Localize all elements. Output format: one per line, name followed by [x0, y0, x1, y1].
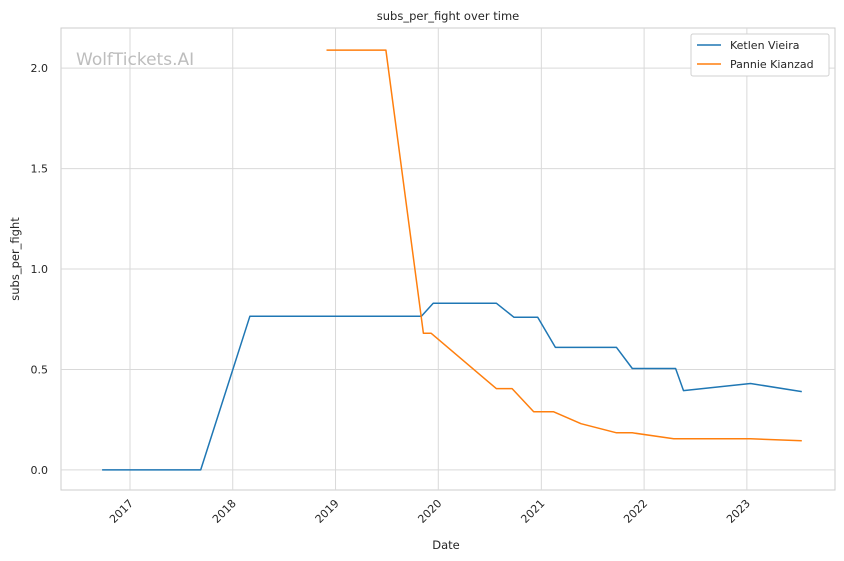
plot-area: [60, 27, 836, 491]
watermark: WolfTickets.AI: [76, 50, 194, 70]
y-tick-label-1.0: 1.0: [31, 263, 49, 276]
x-tick-label-2020: 2020: [415, 497, 444, 526]
series-lines: [102, 49, 802, 471]
y-tick-label-1.5: 1.5: [31, 163, 49, 176]
y-axis-title: subs_per_fight: [8, 217, 22, 301]
y-tick-label-0.0: 0.0: [31, 464, 49, 477]
legend-label-ketlen-vieira: Ketlen Vieira: [730, 39, 799, 52]
series-line-ketlen-vieira: [102, 302, 802, 471]
series-line-pannie-kianzad: [326, 49, 802, 442]
y-tick-label-0.5: 0.5: [31, 363, 49, 376]
legend-box: [690, 33, 830, 77]
x-tick-label-2023: 2023: [724, 497, 753, 526]
y-axis-ticks: 0.0 0.5 1.0 1.5 2.0: [31, 62, 49, 477]
y-tick-label-2.0: 2.0: [31, 62, 49, 75]
x-tick-label-2019: 2019: [313, 497, 342, 526]
legend-label-pannie-kianzad: Pannie Kianzad: [730, 58, 814, 71]
chart-title: subs_per_fight over time: [377, 9, 519, 23]
x-tick-label-2022: 2022: [621, 497, 650, 526]
x-tick-label-2017: 2017: [107, 497, 136, 526]
x-axis-ticks: 2017 2018 2019 2020 2021 2022 2023: [107, 497, 753, 526]
legend: Ketlen Vieira Pannie Kianzad: [690, 33, 830, 77]
grid: [61, 28, 835, 490]
x-tick-label-2021: 2021: [518, 497, 547, 526]
x-axis-title: Date: [432, 538, 460, 552]
x-tick-label-2018: 2018: [210, 497, 239, 526]
